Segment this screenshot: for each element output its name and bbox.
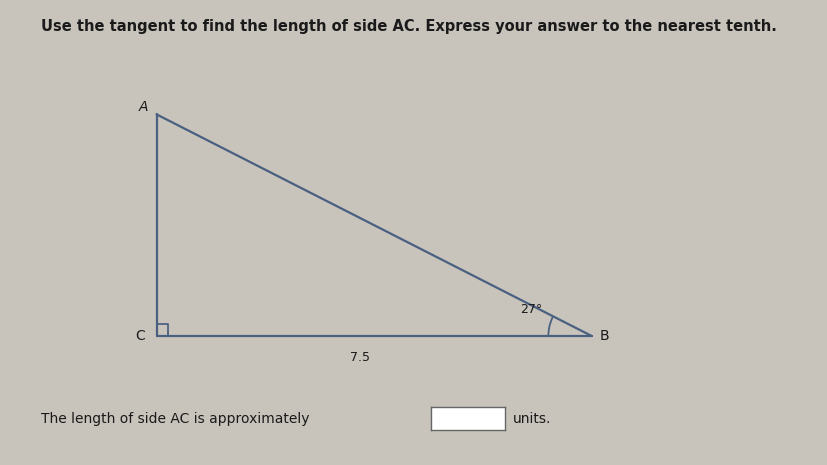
Text: The length of side AC is approximately: The length of side AC is approximately [41,412,309,425]
Text: 27°: 27° [519,303,542,316]
Text: units.: units. [513,412,551,425]
Text: Use the tangent to find the length of side AC. Express your answer to the neares: Use the tangent to find the length of si… [41,19,777,33]
Text: C: C [136,329,145,343]
Text: A: A [139,100,148,114]
Text: B: B [599,329,609,343]
Text: 7.5: 7.5 [349,351,370,364]
